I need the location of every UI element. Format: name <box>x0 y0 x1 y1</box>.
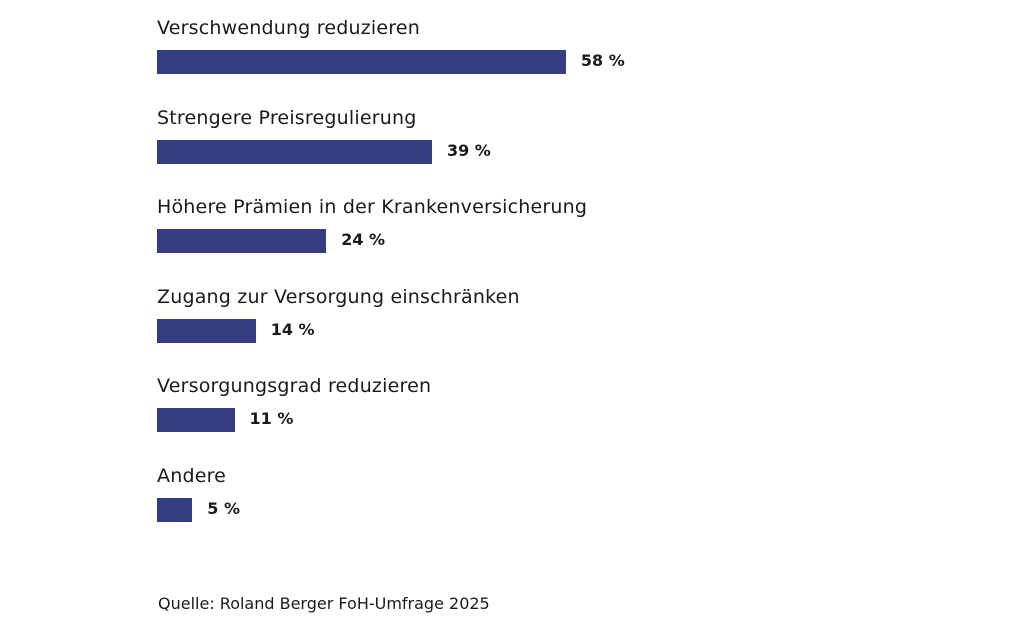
bar <box>157 318 256 343</box>
value-label: 5 % <box>207 498 240 518</box>
value-label: 58 % <box>580 51 625 70</box>
category-label: Verschwendung reduzieren <box>157 17 420 39</box>
value-label: 11 % <box>249 409 294 428</box>
category-label: Andere <box>157 464 227 487</box>
bar <box>157 229 327 253</box>
category-label: Höhere Prämien in der Krankenversicherun… <box>157 196 588 218</box>
bar <box>157 497 193 522</box>
bar <box>157 408 235 432</box>
category-label: Strengere Preisregulierung <box>157 106 417 129</box>
source-note: Quelle: Roland Berger FoH-Umfrage 2025 <box>158 594 490 613</box>
value-label: 14 % <box>270 319 315 339</box>
category-label: Versorgungsgrad reduzieren <box>157 375 432 397</box>
category-label: Zugang zur Versorgung einschränken <box>157 285 520 308</box>
value-label: 24 % <box>341 230 386 249</box>
bar <box>157 50 566 74</box>
bar <box>157 139 432 164</box>
value-label: 39 % <box>446 140 491 160</box>
